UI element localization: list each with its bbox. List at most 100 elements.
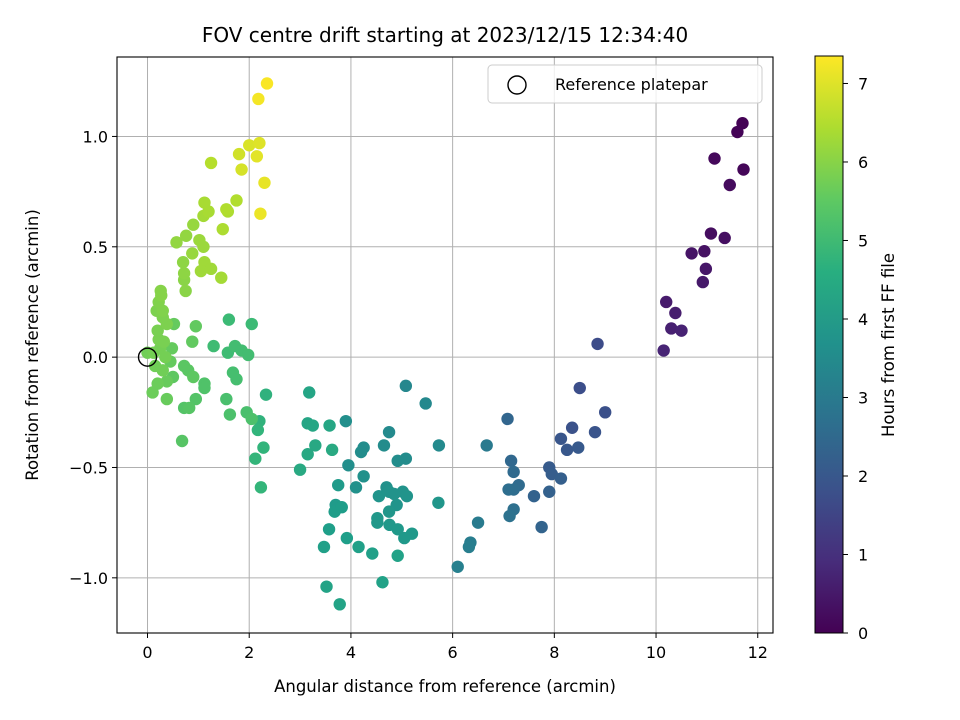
scatter-point <box>675 324 688 337</box>
colorbar-label: Hours from first FF file <box>879 253 898 437</box>
scatter-point <box>309 439 322 452</box>
scatter-point <box>176 256 190 269</box>
plot-frame <box>116 56 774 634</box>
x-tick-label: 12 <box>748 643 768 662</box>
scatter-point <box>573 381 586 395</box>
x-tick-label: 8 <box>549 643 559 662</box>
scatter-point <box>507 465 520 479</box>
scatter-point <box>501 412 514 426</box>
scatter-point <box>723 178 736 192</box>
scatter-point <box>708 152 721 165</box>
scatter-point <box>398 531 411 545</box>
y-tick-label: 1.0 <box>83 127 108 146</box>
scatter-point <box>183 401 196 415</box>
legend-marker-icon <box>507 75 527 95</box>
scatter-point <box>696 275 710 289</box>
scatter-point <box>157 335 170 348</box>
scatter-point <box>317 540 331 554</box>
scatter-point <box>391 523 404 536</box>
scatter-point <box>349 481 363 494</box>
scatter-point <box>186 335 199 348</box>
scatter-point <box>377 439 391 452</box>
scatter-point <box>320 580 333 593</box>
x-tick-label: 10 <box>646 643 666 662</box>
scatter-point <box>382 505 396 518</box>
chart-title: FOV centre drift starting at 2023/12/15 … <box>202 23 688 47</box>
scatter-point <box>222 313 236 326</box>
scatter-point <box>254 207 267 220</box>
scatter-point <box>235 163 248 176</box>
scatter-point <box>159 350 172 364</box>
scatter-point <box>253 136 266 150</box>
scatter-point <box>220 203 233 216</box>
scatter-point <box>216 222 229 236</box>
scatter-point <box>146 386 159 399</box>
scatter-point <box>391 549 404 562</box>
reference-platepar-marker <box>137 347 158 367</box>
scatter-point <box>254 481 268 494</box>
y-tick-label: 0.5 <box>83 238 108 257</box>
scatter-point <box>565 421 579 434</box>
scatter-point <box>179 284 192 298</box>
scatter-point <box>198 381 211 395</box>
scatter-point <box>223 408 237 421</box>
scatter-point <box>322 523 336 536</box>
colorbar-tick-label: 1 <box>858 545 868 564</box>
x-tick-label: 6 <box>448 643 458 662</box>
scatter-point <box>154 284 167 298</box>
y-tick-label: 0.0 <box>83 348 108 367</box>
scatter-point <box>588 425 602 439</box>
scatter-point <box>480 439 493 452</box>
x-tick-label: 0 <box>142 643 152 662</box>
scatter-point <box>471 516 485 529</box>
scatter-point <box>731 125 744 139</box>
scatter-point <box>232 147 246 161</box>
scatter-point <box>258 176 271 189</box>
scatter-point <box>177 267 191 280</box>
scatter-point <box>382 425 396 439</box>
scatter-point <box>340 531 354 545</box>
legend-box <box>487 64 763 104</box>
scatter-point <box>665 322 678 335</box>
scatter-point <box>323 419 336 432</box>
scatter-point <box>251 423 265 437</box>
x-tick-label: 2 <box>244 643 254 662</box>
y-axis-title: Rotation from reference (arcmin) <box>23 209 42 481</box>
scatter-point <box>189 392 203 406</box>
colorbar-tick-label: 0 <box>858 624 868 643</box>
scatter-point <box>187 370 200 384</box>
scatter-point <box>207 339 220 353</box>
scatter-point <box>242 348 255 362</box>
scatter-point <box>399 379 413 393</box>
scatter-point <box>243 139 256 152</box>
scatter-point <box>572 441 585 454</box>
scatter-point <box>198 196 211 209</box>
colorbar-ticks: 0 1 2 3 4 5 6 7 <box>843 74 868 643</box>
x-axis: 0 2 4 6 8 10 12 <box>142 633 768 662</box>
scatter-point <box>197 240 210 253</box>
scatter-point <box>260 77 274 90</box>
scatter-point <box>335 501 348 514</box>
grid <box>117 57 773 633</box>
scatter-point <box>245 317 258 331</box>
scatter-point <box>366 547 379 560</box>
scatter-point <box>170 236 183 249</box>
scatter-point <box>332 478 345 492</box>
scatter-point <box>657 344 670 357</box>
scatter-point <box>230 373 243 386</box>
colorbar-tick-label: 6 <box>858 153 868 172</box>
scatter-point <box>187 218 200 231</box>
scatter-point <box>259 388 273 401</box>
colorbar: 0 1 2 3 4 5 6 7 Hours from first FF file <box>814 55 898 643</box>
scatter-point <box>189 320 203 333</box>
scatter-points <box>141 77 750 611</box>
scatter-point <box>543 485 556 498</box>
scatter-point <box>598 406 612 419</box>
scatter-point <box>660 295 673 309</box>
legend: Reference platepar <box>487 64 763 104</box>
scatter-point <box>669 306 682 320</box>
scatter-point <box>215 271 228 284</box>
scatter-point <box>357 470 370 483</box>
scatter-point <box>148 359 162 373</box>
